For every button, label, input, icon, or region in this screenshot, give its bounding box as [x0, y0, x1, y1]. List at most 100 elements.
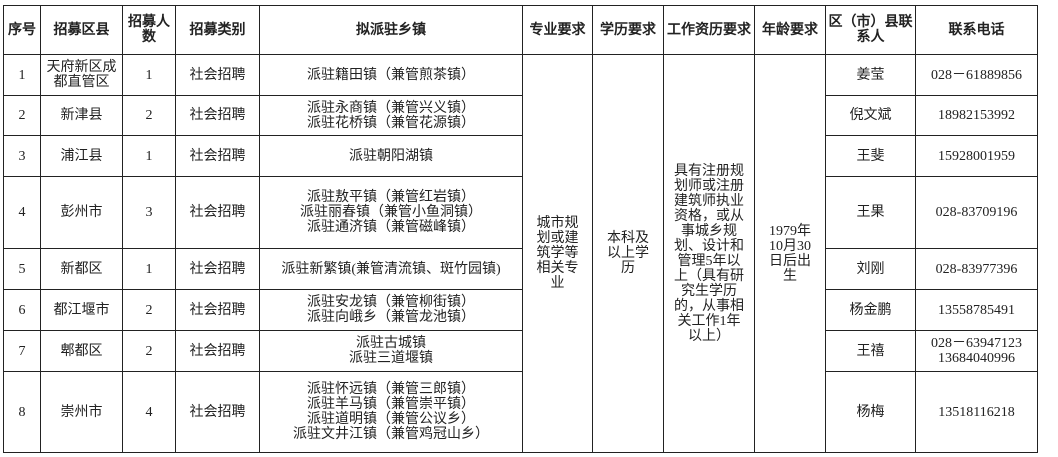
phone-line: 13684040996 [938, 351, 1015, 366]
experience-requirement-cell: 具有注册规划师或注册建筑师执业资格，或从事城乡规划、设计和管理5年以上（具有研究… [663, 54, 755, 453]
towns-cell: 派驻新繁镇(兼管清流镇、斑竹园镇) [259, 248, 523, 290]
count-cell: 2 [122, 330, 176, 372]
town-line: 派驻道明镇（兼管公议乡） [307, 412, 475, 427]
county-cell: 天府新区成都直管区 [40, 54, 123, 96]
town-line: 派驻通济镇（兼管磁峰镇） [307, 220, 475, 235]
phone-line: 18982153992 [938, 108, 1015, 123]
phone-line: 13518116218 [938, 404, 1015, 420]
towns-cell: 派驻怀远镇（兼管三郎镇） 派驻羊马镇（兼管崇平镇） 派驻道明镇（兼管公议乡） 派驻文井… [259, 371, 523, 453]
towns-cell: 派驻古城镇 派驻三道堰镇 [259, 330, 523, 372]
town-line: 派驻向峨乡（兼管龙池镇） [307, 310, 475, 325]
count-cell: 1 [122, 248, 176, 290]
type-cell: 社会招聘 [175, 54, 260, 96]
header-cell: 学历要求 [592, 5, 664, 55]
header-cell: 区（市）县联系人 [825, 5, 916, 55]
table-row: 4 彭州市 3 社会招聘 派驻敖平镇（兼管红岩镇） 派驻丽春镇（兼管小鱼洞镇） 派驻通济镇（… [3, 176, 1038, 249]
type-cell: 社会招聘 [175, 330, 260, 372]
town-line: 派驻丽春镇（兼管小鱼洞镇） [300, 205, 482, 220]
phone-cell: 13558785491 [915, 289, 1038, 331]
count-cell: 2 [122, 95, 176, 136]
header-cell: 年龄要求 [754, 5, 826, 55]
county-cell: 彭州市 [40, 176, 123, 249]
table-row: 1 天府新区成都直管区 1 社会招聘 派驻籍田镇（兼管煎茶镇） 城市规划或建筑学等相关专业… [3, 54, 1038, 453]
header-cell: 序号 [3, 5, 41, 55]
town-line: 派驻三道堰镇 [349, 351, 433, 366]
recruitment-table: 序号 招募区县 招募人数 招募类别 拟派驻乡镇 专业要求 学历要求 工作资历要求… [3, 5, 1038, 453]
county-cell: 都江堰市 [40, 289, 123, 331]
contact-cell: 王斐 [825, 135, 916, 177]
row-number: 4 [3, 176, 41, 249]
phone-cell: 028－61889856 [915, 54, 1038, 96]
towns-cell: 派驻籍田镇（兼管煎茶镇） [259, 54, 523, 96]
count-cell: 4 [122, 371, 176, 453]
towns-cell: 派驻永商镇（兼管兴义镇） 派驻花桥镇（兼管花源镇） [259, 95, 523, 136]
county-cell: 新津县 [40, 95, 123, 136]
row-number: 8 [3, 371, 41, 453]
type-cell: 社会招聘 [175, 248, 260, 290]
town-line: 派驻籍田镇（兼管煎茶镇） [307, 67, 475, 83]
type-cell: 社会招聘 [175, 176, 260, 249]
table-row: 5 新都区 1 社会招聘 派驻新繁镇(兼管清流镇、斑竹园镇) 刘刚 028-83977396 [3, 248, 1038, 290]
contact-cell: 杨金鹏 [825, 289, 916, 331]
phone-cell: 15928001959 [915, 135, 1038, 177]
town-line: 派驻朝阳湖镇 [349, 148, 433, 164]
contact-cell: 倪文斌 [825, 95, 916, 136]
header-cell: 工作资历要求 [663, 5, 755, 55]
education-requirement-cell: 本科及以上学历 [592, 54, 664, 453]
table-row: 8 崇州市 4 社会招聘 派驻怀远镇（兼管三郎镇） 派驻羊马镇（兼管崇平镇） 派驻道明镇（兼… [3, 371, 1038, 453]
county-cell: 崇州市 [40, 371, 123, 453]
age-requirement-cell: 1979年10月30日后出生 [754, 54, 826, 453]
row-number: 3 [3, 135, 41, 177]
phone-line: 028-83709196 [935, 205, 1018, 220]
count-cell: 1 [122, 135, 176, 177]
phone-line: 13558785491 [938, 302, 1015, 318]
header-cell: 招募类别 [175, 5, 260, 55]
header-cell: 联系电话 [915, 5, 1038, 55]
row-number: 6 [3, 289, 41, 331]
town-line: 派驻花桥镇（兼管花源镇） [307, 115, 475, 131]
phone-cell: 13518116218 [915, 371, 1038, 453]
row-number: 2 [3, 95, 41, 136]
contact-cell: 王禧 [825, 330, 916, 372]
towns-cell: 派驻敖平镇（兼管红岩镇） 派驻丽春镇（兼管小鱼洞镇） 派驻通济镇（兼管磁峰镇） [259, 176, 523, 249]
town-line: 派驻羊马镇（兼管崇平镇） [307, 397, 475, 412]
phone-cell: 028-83977396 [915, 248, 1038, 290]
type-cell: 社会招聘 [175, 135, 260, 177]
phone-line: 15928001959 [938, 148, 1015, 164]
header-cell: 拟派驻乡镇 [259, 5, 523, 55]
phone-line: 028-83977396 [935, 261, 1018, 277]
towns-cell: 派驻朝阳湖镇 [259, 135, 523, 177]
row-number: 5 [3, 248, 41, 290]
table-row: 3 浦江县 1 社会招聘 派驻朝阳湖镇 王斐 15928001959 [3, 135, 1038, 177]
count-cell: 1 [122, 54, 176, 96]
phone-cell: 028－63947123 13684040996 [915, 330, 1038, 372]
contact-cell: 王果 [825, 176, 916, 249]
type-cell: 社会招聘 [175, 371, 260, 453]
count-cell: 2 [122, 289, 176, 331]
type-cell: 社会招聘 [175, 95, 260, 136]
header-cell: 专业要求 [522, 5, 593, 55]
table-row: 6 都江堰市 2 社会招聘 派驻安龙镇（兼管柳街镇） 派驻向峨乡（兼管龙池镇） 杨金鹏 135… [3, 289, 1038, 331]
row-number: 7 [3, 330, 41, 372]
contact-cell: 姜莹 [825, 54, 916, 96]
phone-line: 028－61889856 [931, 67, 1022, 83]
town-line: 派驻文井江镇（兼管鸡冠山乡） [293, 427, 489, 442]
towns-cell: 派驻安龙镇（兼管柳街镇） 派驻向峨乡（兼管龙池镇） [259, 289, 523, 331]
town-line: 派驻古城镇 [356, 336, 426, 351]
town-line: 派驻永商镇（兼管兴义镇） [307, 100, 475, 116]
phone-cell: 028-83709196 [915, 176, 1038, 249]
major-requirement-cell: 城市规划或建筑学等相关专业 [522, 54, 593, 453]
county-cell: 新都区 [40, 248, 123, 290]
county-cell: 郫都区 [40, 330, 123, 372]
phone-line: 028－63947123 [931, 336, 1022, 351]
town-line: 派驻安龙镇（兼管柳街镇） [307, 295, 475, 310]
count-cell: 3 [122, 176, 176, 249]
phone-cell: 18982153992 [915, 95, 1038, 136]
row-number: 1 [3, 54, 41, 96]
header-cell: 招募人数 [122, 5, 176, 55]
contact-cell: 刘刚 [825, 248, 916, 290]
contact-cell: 杨梅 [825, 371, 916, 453]
table-row: 2 新津县 2 社会招聘 派驻永商镇（兼管兴义镇） 派驻花桥镇（兼管花源镇） 倪文斌 1898… [3, 95, 1038, 136]
town-line: 派驻怀远镇（兼管三郎镇） [307, 382, 475, 397]
county-cell: 浦江县 [40, 135, 123, 177]
